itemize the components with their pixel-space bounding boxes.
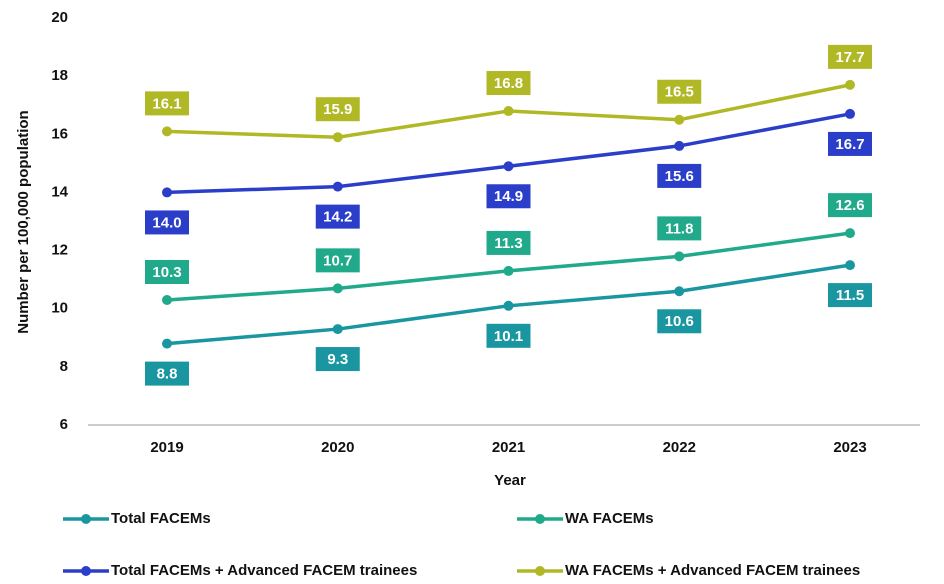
y-tick-label: 18 — [51, 67, 68, 84]
data-label: 11.3 — [494, 235, 522, 252]
data-label: 17.7 — [835, 49, 864, 66]
legend-marker — [81, 514, 91, 524]
data-label: 16.5 — [665, 84, 694, 101]
data-label-box — [657, 79, 702, 104]
y-tick-label: 20 — [51, 9, 68, 26]
x-tick-label: 2022 — [663, 439, 696, 456]
data-label: 14.9 — [494, 188, 523, 205]
data-label-box — [657, 216, 702, 241]
y-tick-label: 12 — [51, 242, 68, 259]
data-label-box — [315, 248, 360, 273]
data-label: 11.8 — [665, 220, 693, 237]
x-axis-title: Year — [494, 472, 526, 489]
legend-label: Total FACEMs + Advanced FACEM trainees — [111, 562, 417, 579]
data-label-box — [486, 184, 531, 209]
data-label: 10.7 — [323, 252, 352, 269]
data-label-box — [657, 163, 702, 188]
data-label-box — [315, 97, 360, 122]
point — [674, 286, 685, 297]
point — [332, 324, 343, 335]
data-label-box — [315, 204, 360, 229]
data-label: 16.1 — [152, 95, 181, 112]
point — [162, 338, 172, 349]
point — [845, 108, 855, 119]
point — [162, 294, 172, 305]
data-label: 15.6 — [665, 168, 694, 185]
series-line — [166, 112, 851, 195]
point — [845, 79, 855, 90]
point — [332, 132, 343, 143]
data-label-box — [828, 193, 872, 218]
point — [674, 114, 685, 125]
data-label-box — [145, 91, 189, 116]
point — [503, 106, 514, 117]
x-tick-label: 2020 — [321, 439, 354, 456]
data-label-box — [145, 259, 189, 284]
legend-label: WA FACEMs + Advanced FACEM trainees — [565, 562, 860, 579]
x-tick-label: 2019 — [150, 439, 183, 456]
data-label-box — [145, 361, 189, 386]
legend-label: WA FACEMs — [565, 510, 654, 527]
data-label-box — [828, 131, 872, 156]
data-label: 11.5 — [836, 287, 864, 304]
data-label-box — [486, 323, 531, 348]
point — [845, 260, 855, 271]
y-tick-label: 14 — [51, 183, 68, 200]
data-label: 14.2 — [323, 209, 352, 226]
data-label: 9.3 — [327, 351, 348, 368]
data-label-box — [486, 71, 531, 96]
point — [503, 265, 514, 276]
data-label: 12.6 — [835, 197, 864, 214]
data-label: 14.0 — [152, 214, 181, 231]
legend-marker — [535, 514, 545, 524]
data-label-box — [828, 283, 872, 308]
point — [674, 140, 685, 151]
legend-label: Total FACEMs — [111, 510, 211, 527]
y-tick-label: 8 — [60, 358, 68, 375]
data-label: 16.8 — [494, 75, 523, 92]
point — [674, 251, 685, 262]
data-label: 10.1 — [494, 328, 523, 345]
data-label-box — [145, 210, 189, 235]
point — [503, 300, 514, 311]
point — [332, 283, 343, 294]
data-label-box — [486, 230, 531, 255]
point — [332, 181, 343, 192]
data-label: 10.3 — [152, 264, 181, 281]
x-tick-label: 2021 — [492, 439, 525, 456]
y-tick-label: 10 — [51, 300, 68, 317]
y-axis-title: Number per 100,000 population — [15, 110, 32, 333]
point — [845, 228, 855, 239]
point — [162, 126, 172, 137]
data-label-box — [657, 309, 702, 334]
y-tick-label: 16 — [51, 125, 68, 142]
data-label-box — [315, 347, 360, 372]
data-label: 8.8 — [157, 366, 178, 383]
data-label: 16.7 — [835, 136, 864, 153]
legend-marker — [81, 566, 91, 576]
data-label: 10.6 — [665, 313, 694, 330]
x-tick-label: 2023 — [833, 439, 866, 456]
legend-marker — [535, 566, 545, 576]
data-label: 15.9 — [323, 101, 352, 118]
point — [162, 187, 172, 198]
point — [503, 161, 514, 172]
data-label-box — [828, 44, 872, 69]
y-tick-label: 6 — [60, 416, 68, 433]
